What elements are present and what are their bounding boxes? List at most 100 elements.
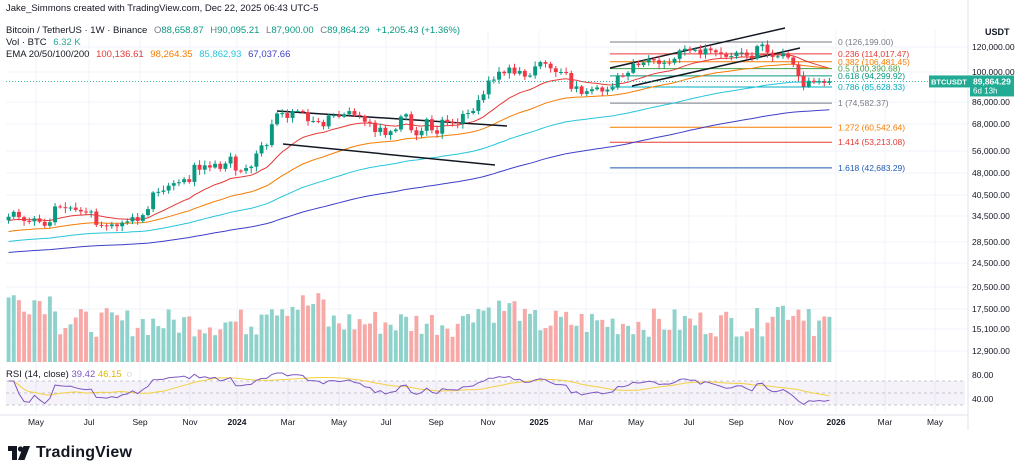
candle-body[interactable] [398,116,403,130]
candle-body[interactable] [780,53,785,57]
candle-body[interactable] [595,87,600,90]
candle-body[interactable] [497,71,501,80]
candle-body[interactable] [27,220,32,222]
candle-body[interactable] [409,114,414,131]
candle-body[interactable] [760,44,765,47]
candle-body[interactable] [37,218,42,222]
candle-body[interactable] [682,48,687,51]
candle-body[interactable] [176,182,181,184]
candle-body[interactable] [228,156,233,164]
current-symbol-badge[interactable] [929,75,970,88]
candle-body[interactable] [311,121,316,123]
candle-body[interactable] [801,75,806,87]
candle-body[interactable] [739,52,744,54]
candle-body[interactable] [182,179,187,183]
candle-body[interactable] [109,224,114,227]
candle-body[interactable] [719,52,723,55]
candle-body[interactable] [548,63,553,69]
candle-body[interactable] [32,218,37,222]
candle-body[interactable] [89,211,94,213]
candle-body[interactable] [569,73,574,89]
candle-body[interactable] [78,209,83,212]
candle-body[interactable] [827,81,832,83]
candle-body[interactable] [192,164,197,182]
candle-body[interactable] [512,67,517,74]
candle-body[interactable] [357,114,362,116]
candle-body[interactable] [698,49,703,55]
candle-body[interactable] [42,221,47,226]
candle-body[interactable] [646,59,651,63]
candle-body[interactable] [724,54,729,57]
candle-body[interactable] [238,170,243,172]
candle-body[interactable] [269,124,274,146]
candle-body[interactable] [285,113,290,118]
candle-body[interactable] [22,217,27,221]
candle-body[interactable] [218,163,223,169]
candle-body[interactable] [306,112,310,122]
candle-body[interactable] [688,48,692,51]
candle-body[interactable] [53,206,58,223]
candle-body[interactable] [806,80,811,87]
candle-body[interactable] [486,80,491,95]
candle-body[interactable] [755,46,760,59]
candle-body[interactable] [615,75,620,88]
rsi-legend[interactable]: RSI (14, close) 39.42 46.15 ◌ [6,369,134,380]
candle-body[interactable] [734,52,739,57]
candle-body[interactable] [750,55,754,59]
candle-body[interactable] [677,50,682,59]
candle-body[interactable] [11,211,16,217]
candle-body[interactable] [651,59,656,61]
candle-body[interactable] [796,64,801,76]
candle-body[interactable] [708,48,713,51]
candle-body[interactable] [419,130,424,136]
candle-body[interactable] [295,110,300,112]
candle-body[interactable] [491,79,496,81]
candle-body[interactable] [197,164,202,170]
candle-body[interactable] [223,163,228,169]
trendline[interactable] [609,27,786,69]
candle-body[interactable] [316,121,321,123]
candle-body[interactable] [300,110,305,113]
candle-body[interactable] [187,179,192,182]
candle-body[interactable] [559,71,563,73]
candle-body[interactable] [161,190,166,192]
candle-body[interactable] [533,66,538,76]
candle-body[interactable] [63,207,68,209]
candle-body[interactable] [744,52,749,56]
candle-body[interactable] [290,111,295,118]
candle-body[interactable] [16,211,21,218]
candle-body[interactable] [522,70,527,77]
candle-body[interactable] [584,91,589,94]
candle-body[interactable] [254,153,259,167]
candle-body[interactable] [786,53,791,58]
candle-body[interactable] [672,58,677,63]
candle-body[interactable] [517,70,522,74]
candle-body[interactable] [445,119,450,123]
candle-body[interactable] [775,56,780,58]
candle-body[interactable] [213,163,218,168]
candle-body[interactable] [47,222,52,226]
candle-body[interactable] [233,156,238,171]
candle-body[interactable] [207,165,212,168]
candle-body[interactable] [342,114,347,117]
candle-body[interactable] [770,52,775,57]
candle-body[interactable] [68,207,73,209]
candle-body[interactable] [347,111,352,115]
candle-body[interactable] [564,71,569,74]
candle-body[interactable] [99,224,104,226]
candle-body[interactable] [574,86,579,89]
tradingview-logo[interactable]: TradingView [8,443,132,463]
candle-body[interactable] [610,87,615,90]
candle-body[interactable] [73,207,78,210]
candle-body[interactable] [373,122,378,133]
candle-body[interactable] [393,129,398,132]
candle-body[interactable] [626,72,631,77]
ema-legend[interactable]: EMA 20/50/100/200 100,136.61 98,264.35 8… [6,49,294,60]
candle-body[interactable] [140,215,145,221]
candle-body[interactable] [130,217,135,222]
candle-body[interactable] [765,44,770,53]
candle-body[interactable] [171,183,176,186]
symbol-title[interactable]: Bitcoin / TetherUS · 1W · Binance [6,25,148,36]
candle-body[interactable] [352,111,357,115]
